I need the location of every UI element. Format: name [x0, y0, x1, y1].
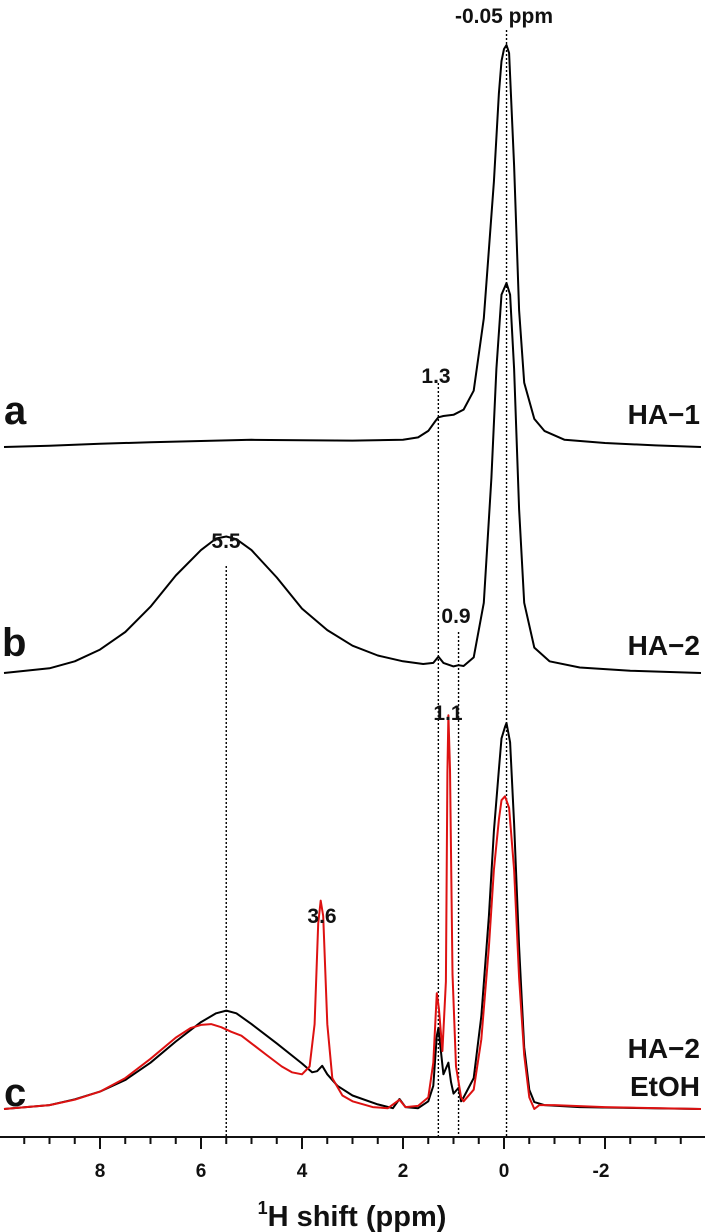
spectrum-trace-c-1	[3, 722, 702, 1110]
x-tick-label: 0	[499, 1161, 510, 1182]
x-axis-title-text: H shift (ppm)	[268, 1201, 447, 1232]
x-axis-title-superscript: 1	[258, 1198, 268, 1218]
x-tick-label: 4	[297, 1161, 308, 1182]
peak-label-1-1: 1.1	[433, 702, 463, 725]
trace-label-etoh: EtOH	[630, 1071, 700, 1102]
peak-label-minus-0-05: -0.05 ppm	[455, 5, 553, 28]
peak-label-3-6: 3.6	[307, 905, 336, 928]
trace-label-ha-2: HA−2	[628, 630, 700, 661]
x-tick-label: 2	[398, 1161, 409, 1182]
spectrum-trace-c-2	[3, 714, 702, 1110]
peak-label-1-3: 1.3	[421, 365, 450, 388]
peak-guide-lines	[225, 30, 508, 1137]
spectrum-trace-a-1	[3, 44, 702, 448]
panel-letter-a: a	[4, 389, 27, 433]
spectrum-trace-b-1	[3, 282, 702, 674]
spectrum-traces	[3, 44, 702, 1110]
x-tick-label: 8	[95, 1161, 106, 1182]
panel-letter-b: b	[2, 621, 26, 665]
panel-letter-c: c	[4, 1071, 26, 1115]
x-axis-title: 1H shift (ppm)	[258, 1198, 447, 1232]
trace-label-ha-1: HA−1	[628, 399, 700, 430]
peak-label-0-9: 0.9	[441, 605, 470, 628]
x-axis-ticks: 8 6 4 2 0 -2	[23, 1137, 682, 1182]
x-tick-label: -2	[593, 1161, 610, 1182]
peak-label-5-5: 5.5	[211, 530, 241, 553]
x-tick-label: 6	[196, 1161, 207, 1182]
trace-label-ha-2-c: HA−2	[628, 1033, 700, 1064]
